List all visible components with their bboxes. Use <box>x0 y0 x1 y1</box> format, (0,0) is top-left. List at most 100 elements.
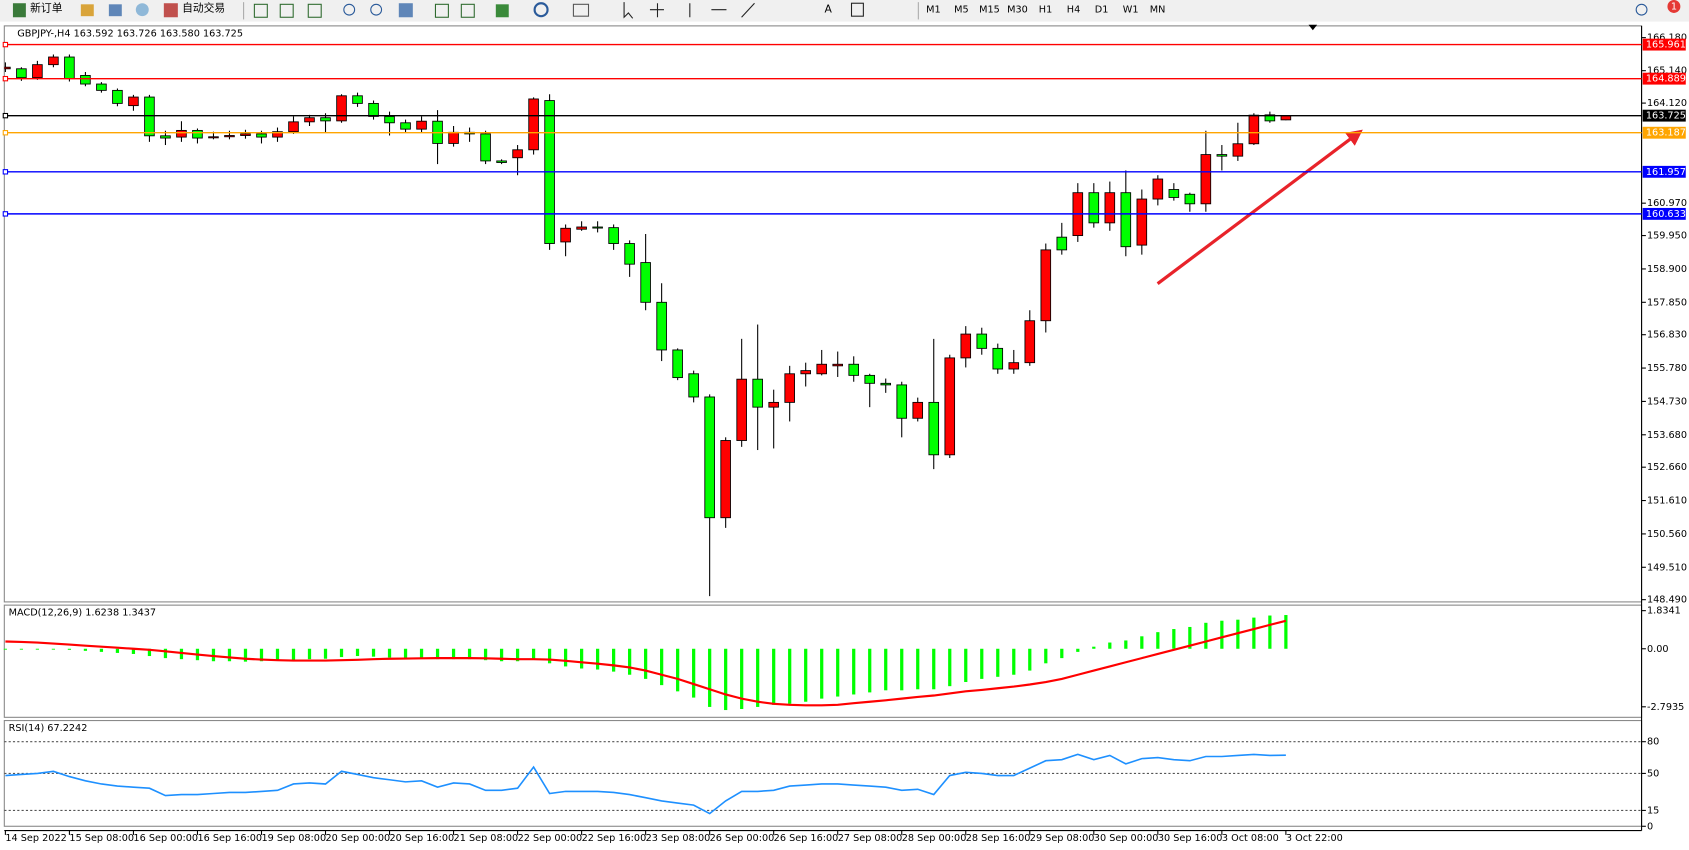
macd-histogram-bar <box>612 648 616 672</box>
candle-body <box>240 133 251 136</box>
candle-body <box>512 149 523 159</box>
candle-body <box>128 96 139 107</box>
icon[interactable] <box>398 3 413 18</box>
x-tick-label: 16 Sep 16:00 <box>197 833 262 844</box>
text-tool[interactable]: A <box>825 3 833 16</box>
icon[interactable] <box>163 3 178 18</box>
timeframe-button[interactable]: H1 <box>1039 5 1052 16</box>
icon[interactable] <box>135 3 149 17</box>
macd-histogram-bar <box>291 648 296 661</box>
candle-body <box>912 401 924 419</box>
icon[interactable] <box>253 3 268 18</box>
timeframe-button[interactable]: H4 <box>1067 5 1080 16</box>
macd-histogram-bar <box>3 648 8 650</box>
icon[interactable] <box>572 3 590 17</box>
x-tick-label: 22 Sep 00:00 <box>518 833 583 844</box>
icon[interactable] <box>80 4 94 17</box>
label-tool[interactable] <box>850 2 864 17</box>
crosshair-tool[interactable] <box>649 3 664 18</box>
cursor-tool[interactable] <box>623 2 634 19</box>
trend-arrow <box>1156 129 1363 285</box>
macd-histogram-bar <box>227 648 232 662</box>
y-tick-label: 0 <box>1647 821 1653 832</box>
timeframe-button[interactable]: W1 <box>1123 5 1139 16</box>
macd-histogram-bar <box>1140 636 1144 649</box>
candle-body <box>1216 154 1228 157</box>
level-label: 163.187 <box>1646 128 1686 139</box>
candle-body <box>992 347 1004 370</box>
macd-histogram-bar <box>692 648 696 698</box>
search[interactable] <box>1635 3 1648 16</box>
candle-body <box>1024 320 1036 364</box>
candle-body <box>1088 192 1100 224</box>
timeframe-button[interactable]: M1 <box>926 5 941 16</box>
level-label: 160.633 <box>1646 209 1686 220</box>
candle-body <box>192 129 203 139</box>
macd-histogram-bar <box>820 648 824 699</box>
candle-body <box>1008 362 1020 370</box>
y-tick-label: 0.00 <box>1647 644 1669 655</box>
x-tick-label: 23 Sep 08:00 <box>646 833 711 844</box>
candle-body <box>608 227 619 244</box>
candle-body <box>848 363 859 376</box>
candle-body <box>976 333 988 349</box>
notification-badge[interactable] <box>1667 0 1681 13</box>
timeframe-button[interactable]: M30 <box>1007 5 1028 16</box>
macd-histogram-bar <box>1252 617 1256 649</box>
candle-body <box>672 349 683 379</box>
macd-histogram-bar <box>51 648 56 650</box>
candle-body <box>64 56 75 80</box>
macd-histogram-bar <box>275 648 280 661</box>
auto-trading-button[interactable]: 自动交易 <box>182 2 225 15</box>
macd-histogram-bar <box>483 648 488 661</box>
level-label-bg <box>1642 126 1686 139</box>
icon[interactable] <box>108 4 122 17</box>
macd-histogram-bar <box>660 648 664 686</box>
timeframe-button[interactable]: M15 <box>979 5 1000 16</box>
macd-histogram-bar <box>1220 620 1224 649</box>
y-tick-label: 50 <box>1647 768 1659 779</box>
candle-body <box>528 98 539 151</box>
candle-body <box>784 373 795 403</box>
line-tools[interactable] <box>689 2 755 18</box>
candle-body <box>688 373 699 398</box>
timeframe-button[interactable]: D1 <box>1095 5 1109 16</box>
macd-histogram-bar <box>596 648 600 670</box>
macd-histogram-bar <box>1060 648 1064 659</box>
x-tick-label: 30 Sep 16:00 <box>1158 833 1223 844</box>
macd-histogram-bar <box>307 648 312 660</box>
candle-body <box>352 95 363 104</box>
macd-histogram-bar <box>1012 648 1016 675</box>
macd-histogram-bar <box>964 648 968 683</box>
candle-body <box>272 131 283 138</box>
macd-histogram-bar <box>1092 646 1096 649</box>
candle-body <box>144 96 155 137</box>
candle-body <box>1152 178 1164 200</box>
macd-histogram-bar <box>243 648 248 662</box>
candle-body <box>1168 189 1180 198</box>
level-label: 161.957 <box>1646 167 1686 178</box>
macd-histogram-bar <box>852 648 856 695</box>
timeframe-button[interactable]: MN <box>1150 5 1166 16</box>
zoom-in[interactable] <box>343 3 356 16</box>
timeframe-button[interactable]: M5 <box>954 5 969 16</box>
icon[interactable] <box>307 3 322 18</box>
icon[interactable] <box>460 3 475 18</box>
x-tick-label: 26 Sep 00:00 <box>710 833 775 844</box>
macd-histogram-bar <box>932 648 936 690</box>
macd-histogram-bar <box>948 648 952 687</box>
y-tick-label: 155.780 <box>1647 363 1687 374</box>
x-tick-label: 15 Sep 08:00 <box>69 833 134 844</box>
icon[interactable] <box>495 4 509 18</box>
icon[interactable] <box>12 3 26 18</box>
icon[interactable] <box>533 2 549 18</box>
new-order-button[interactable]: 新订单 <box>30 2 63 15</box>
macd-histogram-bar <box>1268 615 1272 649</box>
macd-histogram-bar <box>1076 648 1080 652</box>
x-tick-label: 20 Sep 00:00 <box>326 833 391 844</box>
zoom-out[interactable] <box>370 3 383 16</box>
macd-histogram-bar <box>163 648 168 659</box>
icon[interactable] <box>434 3 449 18</box>
icon[interactable] <box>279 3 294 18</box>
panel-title: MACD(12,26,9) 1.6238 1.3437 <box>9 608 156 619</box>
